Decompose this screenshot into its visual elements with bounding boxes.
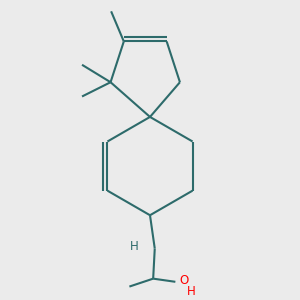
Text: H: H [187, 285, 196, 298]
Text: H: H [130, 240, 139, 254]
Text: O: O [180, 274, 189, 287]
